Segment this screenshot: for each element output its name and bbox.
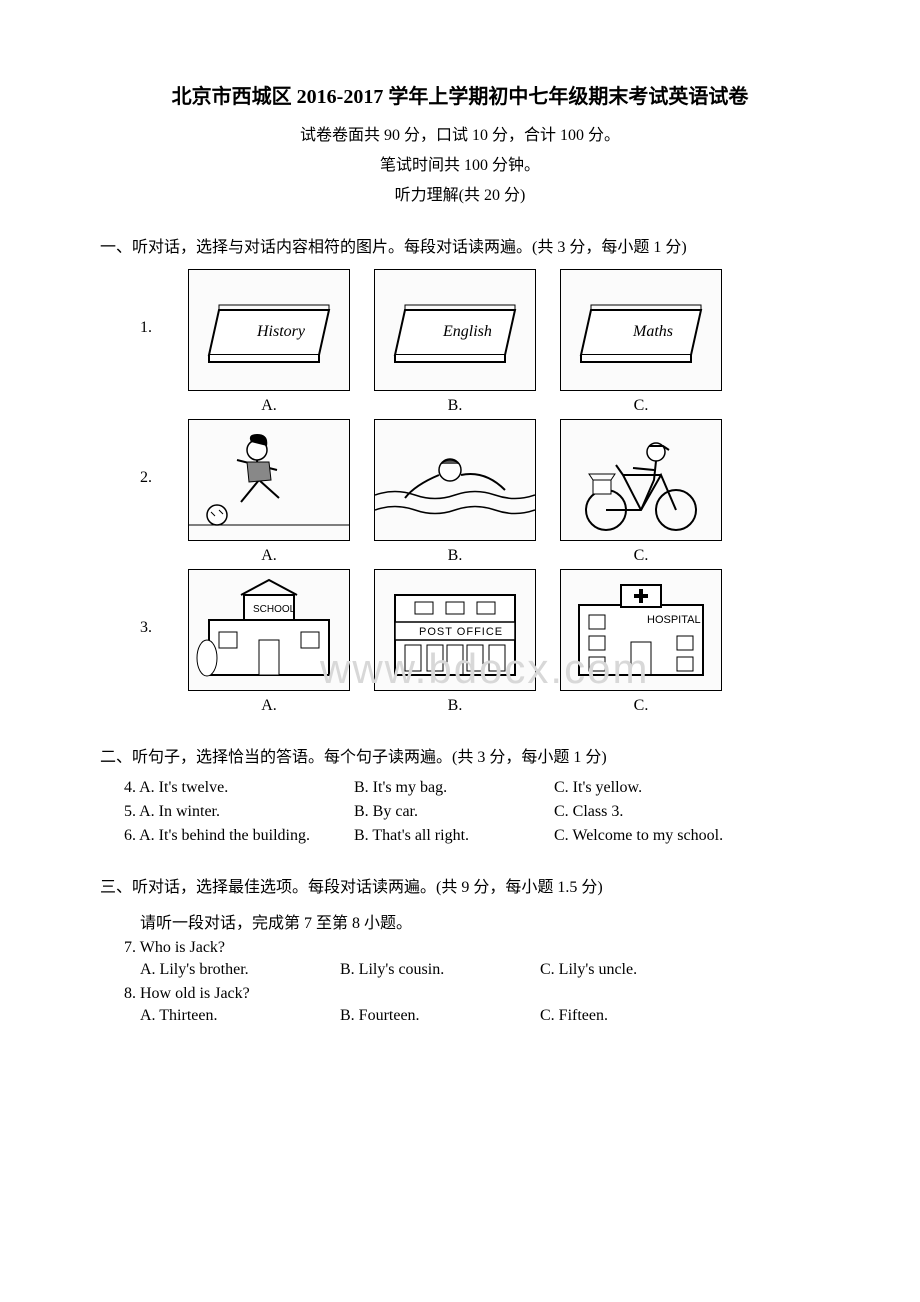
q7-option-b: B. Lily's cousin. [340, 961, 540, 979]
option-label: B. [448, 697, 463, 715]
building-label-text: HOSPITAL [647, 614, 701, 626]
section-2-head: 二、听句子，选择恰当的答语。每个句子读两遍。(共 3 分，每小题 1 分) [100, 743, 820, 767]
option-3b: POST OFFICE B. [374, 569, 536, 715]
question-row-2: 2. A. [140, 419, 820, 565]
question-7: 7. Who is Jack? [124, 939, 820, 957]
building-label-text: POST OFFICE [419, 626, 503, 638]
book-title-text: Maths [632, 323, 673, 340]
option-label: A. [261, 547, 277, 565]
answer-c: C. Welcome to my school. [554, 827, 784, 845]
table-row: 4. A. It's twelve. B. It's my bag. C. It… [124, 779, 820, 797]
option-label: C. [634, 697, 649, 715]
listening-header: 听力理解(共 20 分) [100, 181, 820, 205]
section-3-instruction: 请听一段对话，完成第 7 至第 8 小题。 [140, 909, 820, 933]
answer-c: C. Class 3. [554, 803, 784, 821]
post-office-icon: POST OFFICE [374, 569, 536, 691]
score-info: 试卷卷面共 90 分，口试 10 分，合计 100 分。 [100, 121, 820, 145]
building-label-text: SCHOOL [253, 604, 296, 615]
table-row: 5. A. In winter. B. By car. C. Class 3. [124, 803, 820, 821]
option-label: C. [634, 397, 649, 415]
q8-option-c: C. Fifteen. [540, 1007, 740, 1025]
book-maths-icon: Maths [560, 269, 722, 391]
q8-option-a: A. Thirteen. [140, 1007, 340, 1025]
option-label: B. [448, 547, 463, 565]
question-number: 2. [140, 419, 164, 487]
q7-option-a: A. Lily's brother. [140, 961, 340, 979]
section-1-grid: 1. History A. [140, 269, 820, 715]
answer-b: B. It's my bag. [354, 779, 554, 797]
answer-a: 5. A. In winter. [124, 803, 354, 821]
option-2c: C. [560, 419, 722, 565]
football-icon [188, 419, 350, 541]
section-3-head: 三、听对话，选择最佳选项。每段对话读两遍。(共 9 分，每小题 1.5 分) [100, 873, 820, 897]
page: www.bdocx.com 北京市西城区 2016-2017 学年上学期初中七年… [100, 80, 820, 1025]
book-title-text: History [256, 323, 306, 340]
option-label: C. [634, 547, 649, 565]
question-8: 8. How old is Jack? [124, 985, 820, 1003]
q8-option-b: B. Fourteen. [340, 1007, 540, 1025]
bike-icon [560, 419, 722, 541]
answer-a: 6. A. It's behind the building. [124, 827, 354, 845]
question-number: 3. [140, 569, 164, 637]
section-1-head: 一、听对话，选择与对话内容相符的图片。每段对话读两遍。(共 3 分，每小题 1 … [100, 233, 820, 257]
answer-c: C. It's yellow. [554, 779, 784, 797]
question-7-options: A. Lily's brother. B. Lily's cousin. C. … [140, 961, 820, 979]
option-1a: History A. [188, 269, 350, 415]
question-row-1: 1. History A. [140, 269, 820, 415]
answer-b: B. By car. [354, 803, 554, 821]
table-row: 6. A. It's behind the building. B. That'… [124, 827, 820, 845]
answer-b: B. That's all right. [354, 827, 554, 845]
option-1b: English B. [374, 269, 536, 415]
option-label: A. [261, 697, 277, 715]
book-english-icon: English [374, 269, 536, 391]
time-info: 笔试时间共 100 分钟。 [100, 151, 820, 175]
question-row-3: 3. SCHOOL A. [140, 569, 820, 715]
option-2a: A. [188, 419, 350, 565]
option-label: A. [261, 397, 277, 415]
swim-icon [374, 419, 536, 541]
option-2b: B. [374, 419, 536, 565]
school-icon: SCHOOL [188, 569, 350, 691]
option-1c: Maths C. [560, 269, 722, 415]
option-3c: HOSPITAL C. [560, 569, 722, 715]
question-8-options: A. Thirteen. B. Fourteen. C. Fifteen. [140, 1007, 820, 1025]
answer-a: 4. A. It's twelve. [124, 779, 354, 797]
question-number: 1. [140, 269, 164, 337]
book-history-icon: History [188, 269, 350, 391]
book-title-text: English [442, 323, 492, 340]
q7-option-c: C. Lily's uncle. [540, 961, 740, 979]
exam-title: 北京市西城区 2016-2017 学年上学期初中七年级期末考试英语试卷 [100, 80, 820, 109]
option-3a: SCHOOL A. [188, 569, 350, 715]
hospital-icon: HOSPITAL [560, 569, 722, 691]
option-label: B. [448, 397, 463, 415]
section-2-table: 4. A. It's twelve. B. It's my bag. C. It… [124, 779, 820, 845]
